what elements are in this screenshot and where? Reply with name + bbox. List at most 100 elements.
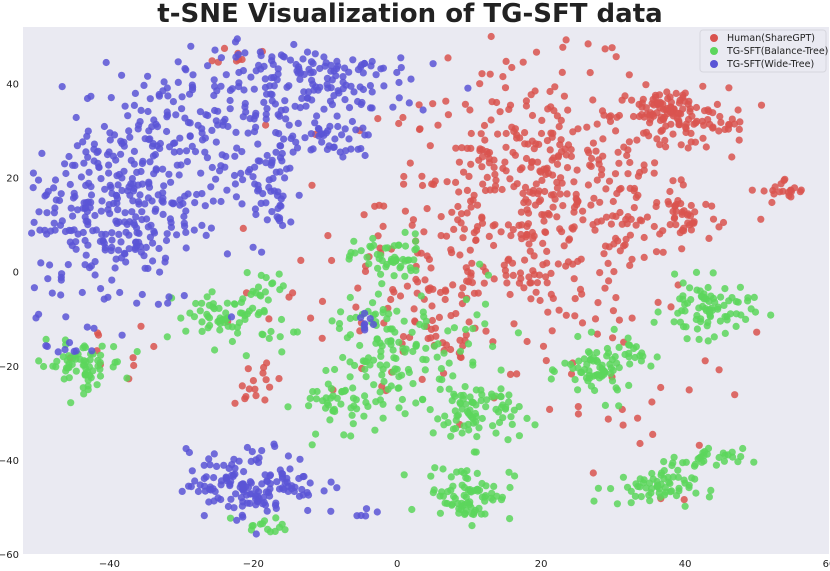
- point-series-1: [466, 406, 474, 414]
- point-series-2: [292, 60, 300, 69]
- point-series-0: [522, 97, 531, 105]
- point-series-2: [144, 72, 152, 80]
- point-series-0: [705, 234, 713, 242]
- point-series-1: [109, 363, 117, 371]
- point-series-2: [148, 197, 156, 205]
- point-series-0: [463, 144, 471, 152]
- point-series-0: [616, 208, 624, 217]
- point-series-1: [98, 342, 106, 350]
- point-series-2: [322, 59, 330, 67]
- point-series-0: [509, 271, 517, 279]
- point-series-0: [532, 48, 541, 56]
- point-series-2: [348, 117, 356, 126]
- point-series-2: [263, 105, 271, 113]
- point-series-1: [409, 347, 417, 356]
- point-series-2: [130, 147, 138, 155]
- point-series-2: [138, 159, 146, 168]
- point-series-0: [669, 130, 677, 138]
- point-series-2: [182, 228, 190, 236]
- point-series-2: [108, 236, 116, 244]
- point-series-0: [542, 273, 550, 281]
- point-series-0: [261, 396, 269, 404]
- point-series-2: [333, 484, 341, 492]
- point-series-0: [593, 330, 602, 338]
- point-series-1: [309, 388, 317, 396]
- point-series-1: [347, 404, 355, 412]
- point-series-0: [564, 141, 573, 149]
- point-series-1: [477, 397, 485, 405]
- point-series-0: [687, 226, 696, 234]
- point-series-0: [556, 190, 564, 198]
- point-series-0: [550, 107, 558, 115]
- point-series-2: [285, 121, 293, 129]
- point-series-2: [273, 478, 281, 486]
- point-series-0: [539, 239, 547, 247]
- point-series-2: [84, 127, 92, 135]
- point-series-2: [298, 485, 306, 494]
- point-series-2: [357, 100, 365, 109]
- point-series-2: [28, 229, 36, 237]
- point-series-0: [588, 154, 596, 163]
- point-series-0: [610, 268, 618, 276]
- point-series-0: [564, 106, 572, 114]
- point-series-2: [262, 110, 270, 118]
- y-tick-label: 20: [6, 174, 19, 185]
- point-series-0: [757, 101, 766, 109]
- point-series-0: [618, 220, 626, 228]
- point-series-0: [606, 117, 615, 125]
- point-series-2: [106, 136, 114, 144]
- point-series-0: [596, 269, 604, 277]
- point-series-2: [57, 291, 65, 299]
- point-series-1: [676, 295, 684, 303]
- point-series-0: [560, 92, 569, 100]
- point-series-0: [517, 208, 526, 216]
- point-series-1: [679, 279, 687, 287]
- point-series-1: [493, 492, 501, 500]
- point-series-2: [167, 178, 175, 186]
- point-series-2: [299, 55, 307, 63]
- point-series-0: [544, 308, 552, 316]
- point-series-1: [380, 377, 388, 386]
- point-series-0: [410, 305, 418, 313]
- point-series-1: [360, 412, 368, 420]
- point-series-2: [150, 116, 158, 124]
- point-series-2: [91, 271, 99, 279]
- point-series-1: [345, 255, 353, 263]
- point-series-1: [692, 489, 700, 497]
- point-series-2: [228, 461, 236, 469]
- point-series-2: [307, 69, 315, 77]
- point-series-2: [239, 513, 247, 521]
- point-series-0: [465, 172, 473, 180]
- point-series-2: [174, 78, 182, 86]
- point-series-0: [600, 111, 608, 119]
- point-series-1: [475, 424, 483, 432]
- point-series-1: [62, 367, 70, 375]
- point-series-2: [228, 85, 236, 93]
- point-series-0: [521, 183, 530, 191]
- point-series-0: [574, 403, 582, 411]
- point-series-0: [459, 284, 467, 292]
- point-series-1: [192, 299, 200, 308]
- point-series-0: [478, 153, 486, 161]
- point-series-1: [257, 292, 265, 300]
- point-series-1: [42, 335, 50, 343]
- point-series-2: [200, 511, 208, 520]
- point-series-2: [279, 221, 287, 230]
- point-series-2: [261, 75, 269, 83]
- point-series-2: [97, 207, 105, 215]
- point-series-2: [105, 169, 113, 177]
- point-series-1: [198, 327, 206, 335]
- point-series-0: [633, 136, 641, 144]
- point-series-2: [133, 229, 141, 237]
- point-series-0: [509, 148, 517, 157]
- point-series-2: [129, 197, 137, 205]
- point-series-2: [308, 76, 316, 84]
- point-series-0: [571, 295, 579, 303]
- point-series-2: [248, 448, 256, 456]
- point-series-1: [260, 306, 268, 315]
- point-series-1: [671, 270, 679, 278]
- point-series-1: [228, 337, 236, 346]
- point-series-2: [251, 163, 259, 171]
- point-series-2: [114, 181, 122, 189]
- point-series-0: [576, 285, 585, 293]
